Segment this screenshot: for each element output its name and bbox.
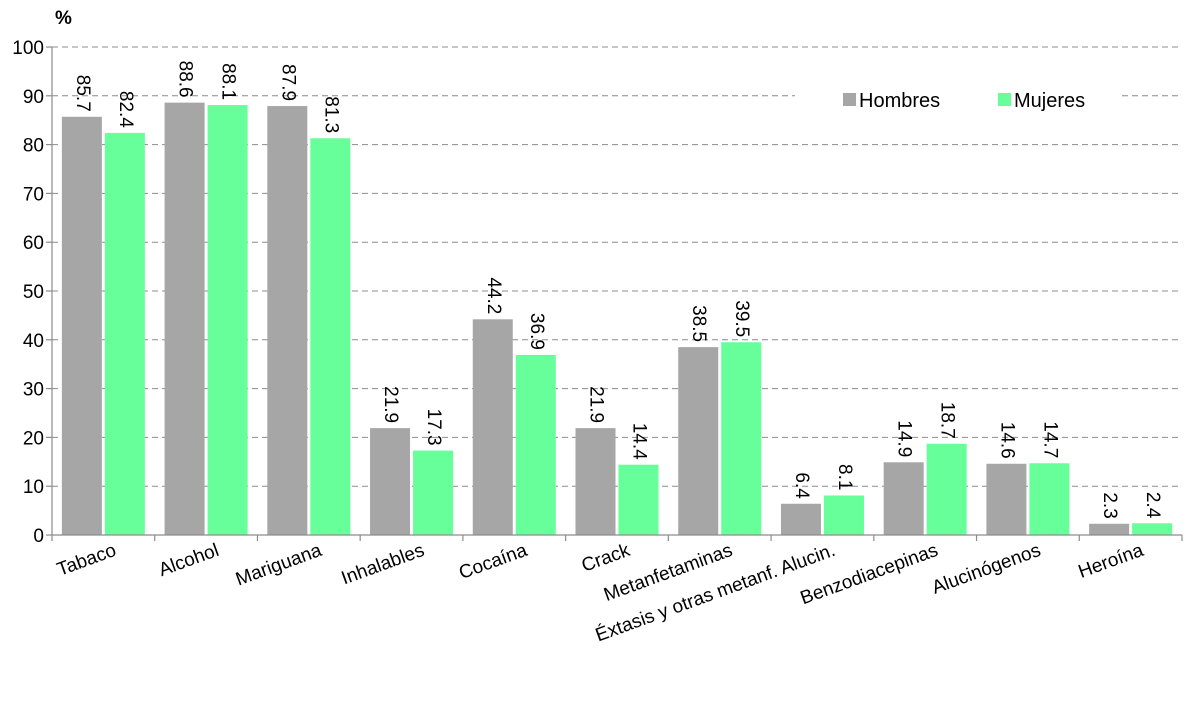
data-label-hombres-mariguana: 87.9 — [277, 64, 298, 101]
bar-hombres-inhalables — [370, 428, 411, 535]
y-tick-label-60: 60 — [23, 233, 44, 254]
legend-swatch-hombres — [843, 93, 856, 106]
bar-mujeres-mariguana — [310, 138, 351, 536]
y-unit-label: % — [55, 8, 72, 29]
y-tick-label-10: 10 — [23, 477, 44, 498]
bar-hombres-extasis-y-otras-metanf-alucin — [780, 503, 821, 535]
y-tick-label-30: 30 — [23, 380, 44, 401]
data-label-hombres-tabaco: 85.7 — [72, 75, 93, 112]
data-label-mujeres-cocaina: 36.9 — [526, 313, 547, 350]
category-label-alcohol: Alcohol — [156, 540, 222, 581]
bar-hombres-cocaina — [472, 319, 513, 535]
data-label-mujeres-heroina: 2.4 — [1142, 492, 1163, 519]
y-tick-label-80: 80 — [23, 136, 44, 157]
data-label-mujeres-benzodiacepinas: 18.7 — [937, 402, 958, 439]
data-label-hombres-benzodiacepinas: 14.9 — [894, 420, 915, 457]
y-tick-labels: 0 10 20 30 40 50 60 70 80 90 100 — [12, 38, 44, 547]
y-tick-label-90: 90 — [23, 87, 44, 108]
data-label-hombres-alcohol: 88.6 — [175, 61, 196, 98]
category-label-cocaina: Cocaína — [456, 540, 530, 584]
bar-mujeres-inhalables — [413, 450, 454, 535]
bar-mujeres-metanfetaminas — [721, 342, 762, 535]
bar-hombres-mariguana — [267, 106, 308, 535]
bar-hombres-crack — [575, 428, 616, 535]
legend-swatch-mujeres — [998, 93, 1011, 106]
legend-label-hombres: Hombres — [859, 90, 940, 112]
data-label-hombres-crack: 21.9 — [585, 386, 606, 423]
category-label-heroina: Heroína — [1076, 540, 1147, 583]
category-label-alucinogenos: Alucinógenos — [929, 540, 1043, 599]
bar-hombres-benzodiacepinas — [883, 462, 924, 535]
data-label-mujeres-alcohol: 88.1 — [218, 63, 239, 100]
bar-hombres-alcohol — [164, 102, 205, 535]
category-label-inhalables: Inhalables — [339, 540, 428, 589]
y-tick-label-50: 50 — [23, 282, 44, 303]
bar-mujeres-cocaina — [515, 354, 556, 535]
data-label-mujeres-tabaco: 82.4 — [115, 91, 136, 128]
data-label-hombres-inhalables: 21.9 — [380, 386, 401, 423]
bar-mujeres-alucinogenos — [1029, 463, 1070, 535]
bar-hombres-tabaco — [61, 116, 102, 535]
data-label-hombres-alucinogenos: 14.6 — [996, 422, 1017, 459]
data-label-mujeres-crack: 14.4 — [628, 423, 649, 460]
y-tick-label-100: 100 — [12, 38, 44, 59]
bar-hombres-heroina — [1089, 523, 1130, 535]
y-tick-label-40: 40 — [23, 331, 44, 352]
data-label-mujeres-inhalables: 17.3 — [423, 409, 444, 446]
y-tick-label-0: 0 — [33, 526, 44, 547]
category-label-crack: Crack — [579, 540, 633, 577]
legend-label-mujeres: Mujeres — [1014, 90, 1085, 112]
axes — [46, 46, 1183, 541]
category-label-tabaco: Tabaco — [54, 540, 119, 581]
bar-hombres-metanfetaminas — [678, 347, 719, 535]
bar-mujeres-heroina — [1132, 523, 1173, 535]
legend: Hombres Mujeres — [795, 82, 1120, 118]
bar-mujeres-alcohol — [207, 105, 248, 536]
bars — [61, 102, 1173, 536]
data-labels: 85.7 82.4 88.6 88.1 87.9 81.3 21.9 17.3 44.2 36.9… — [72, 61, 1163, 519]
category-labels: Tabaco Alcohol Mariguana Inhalables Cocaína C… — [54, 540, 1146, 647]
data-label-hombres-extasis-y-otras-metanf-alucin: 6.4 — [791, 472, 812, 499]
y-tick-label-70: 70 — [23, 184, 44, 205]
data-label-mujeres-metanfetaminas: 39.5 — [731, 300, 752, 337]
bar-mujeres-crack — [618, 464, 659, 535]
data-label-hombres-cocaina: 44.2 — [483, 277, 504, 314]
bar-mujeres-benzodiacepinas — [926, 443, 967, 535]
gridlines — [52, 46, 1182, 487]
data-label-mujeres-alucinogenos: 14.7 — [1039, 421, 1060, 458]
data-label-hombres-heroina: 2.3 — [1099, 492, 1120, 518]
category-label-mariguana: Mariguana — [233, 540, 325, 591]
bar-mujeres-extasis-y-otras-metanf-alucin — [823, 495, 864, 535]
y-tick-label-20: 20 — [23, 428, 44, 449]
data-label-mujeres-mariguana: 81.3 — [320, 96, 341, 133]
bar-hombres-alucinogenos — [986, 463, 1027, 535]
data-label-hombres-metanfetaminas: 38.5 — [688, 305, 709, 342]
bar-mujeres-tabaco — [104, 132, 145, 535]
data-label-mujeres-extasis-y-otras-metanf-alucin: 8.1 — [834, 464, 855, 490]
